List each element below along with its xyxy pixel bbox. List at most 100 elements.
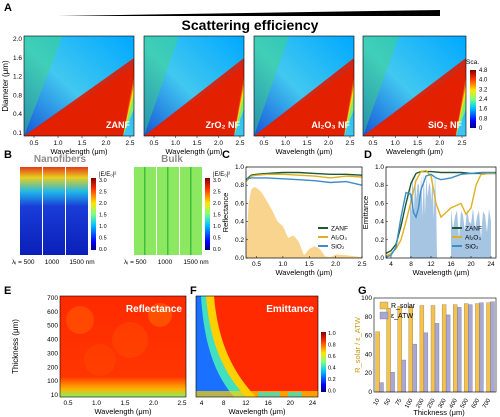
x-tick-label: 1.5 [413,140,422,147]
colorbar [470,70,476,128]
bulk-field-label: |E/E₀|² [213,172,230,178]
y-tick-label: 80 [365,314,373,321]
bar-0 [441,304,447,393]
x-tick-label: 4 [200,400,204,407]
heatmap-title: Emittance [266,304,314,315]
x-tick-label: 1.0 [171,140,180,147]
colorbar-tick: 1.0 [328,331,336,337]
map-frame [143,35,245,137]
bulk-field-stripe [167,167,169,255]
bar-1 [445,314,451,393]
bulk-colorbar-tick: 1.5 [213,213,221,219]
panel-a: Diameter (μm) ZANF 0.5 1.0 1.5 2.0 2.5 Waveleng… [1,35,488,156]
series-line-2 [245,177,363,186]
panel-letter-e: E [4,285,11,297]
legend-label-1: Al₂O₃ [465,235,481,242]
x-tick-label: 1.5 [305,261,314,268]
x-tick-label: 1.5 [192,140,201,147]
bar-1 [468,304,473,393]
colorbar [321,332,326,392]
y-tick-label: 1.2 [13,74,22,81]
x-tick-label: 2.0 [331,261,340,268]
x-tick-label: 0.5 [63,400,72,407]
atmospheric-window [410,171,437,258]
map-frame [362,35,467,137]
bulk-field-stripe [144,167,146,255]
x-tick-label: 2.0 [214,140,223,147]
x-tick-label: 8 [222,400,226,407]
y-tick-label: 700 [47,295,58,302]
plot-frame [245,166,363,259]
x-tick-label: 2.5 [235,140,244,147]
colorbar-title: Sca. [466,59,479,66]
y-tick-label: 20 [365,370,373,377]
bar-1 [479,302,484,393]
scattering-band [363,36,400,136]
scattering-map-1: ZrO₂ NF 0.5 1.0 1.5 2.0 2.5 Wavelength (μm) [143,35,245,156]
legend-swatch-1 [379,311,389,320]
bulk-wavelength-label: 1000 [158,259,173,266]
colorbar-tick: 0.2 [328,377,336,383]
panel-a-ylabel: Diameter (μm) [1,60,10,112]
y-tick-label: 0.1 [13,130,22,137]
x-tick-label: 8 [409,261,413,268]
bar-0 [453,304,458,393]
colorbar-tick: 0.4 [328,366,336,372]
panel-a-xlabel: Wavelength (μm) [166,147,223,156]
bulk-field-stripe [190,167,192,255]
panel-a-xlabel: Wavelength (μm) [386,147,443,156]
nano-colorbar-tick: 1.5 [99,213,107,219]
map-label: ZANF [106,120,130,130]
bulk-colorbar-tick: 0.0 [213,247,221,253]
panel-letter-f: F [190,285,197,297]
series-line-1 [245,173,363,183]
series-line-0 [245,171,363,181]
x-tick-label: 1.0 [391,140,400,147]
bar-1 [423,332,429,393]
panel-letter-b: B [4,149,12,161]
y-tick-label: 200 [47,364,58,371]
title-wedge [58,10,440,16]
x-tick-label: 24 [309,400,317,407]
bar-1 [457,307,462,393]
x-tick-label: 1.5 [77,140,86,147]
panel-d: D 4 8 12 16 20 24 Wavelength (μm) 0.0 0.2 0.4 0.6 0.… [361,149,497,277]
bar-1 [379,382,384,393]
x-tick-label: 2.5 [345,140,354,147]
y-tick-label: 0.6 [235,200,244,207]
panel-e: E Reflectance 700 600 500 400 300 200 100 10 0.5 1.… [4,285,187,416]
nano-colorbar-tick: 2.5 [99,190,107,196]
nano-wavelength-label: 1000 [45,259,60,266]
bulk-colorbar-tick: 2.0 [213,201,221,207]
map-frame [253,35,355,137]
y-tick-label: 500 [47,323,58,330]
colorbar-tick: 0.8 [479,116,488,122]
legend-label-1: Al₂O₃ [331,235,347,242]
x-tick-label: 2.0 [324,140,333,147]
nano-field-label: |E/E₀|² [99,172,116,178]
x-axis-label: Wavelength (μm) [229,407,286,416]
y-tick-label: 60 [365,333,373,340]
y-tick-label: 10 [51,392,59,399]
x-tick-label: 0.5 [29,140,38,147]
colorbar-tick: 1.6 [479,107,488,113]
y-tick-label: 40 [365,351,373,358]
x-tick-label: 2.5 [125,140,134,147]
nano-colorbar-tick: 2.0 [99,201,107,207]
bulk-title: Bulk [161,154,183,165]
x-tick-label: 24 [487,261,495,268]
nano-colorbar-tick: 0.5 [99,236,107,242]
bar-1 [490,301,495,393]
panel-letter-c: C [222,149,230,161]
panel-a-xlabel: Wavelength (μm) [276,147,333,156]
scattering-band [254,36,289,136]
heatmap-patch [84,344,116,376]
x-tick-label: 16 [264,400,272,407]
legend-swatch-0 [379,301,389,310]
legend-label-0: R_solar [391,303,416,310]
x-axis-label: Wavelength (μm) [95,407,152,416]
series-line-2 [385,171,496,258]
scattering-band [254,58,354,136]
bar-0 [430,305,436,393]
x-tick-label: 500 [460,397,471,409]
